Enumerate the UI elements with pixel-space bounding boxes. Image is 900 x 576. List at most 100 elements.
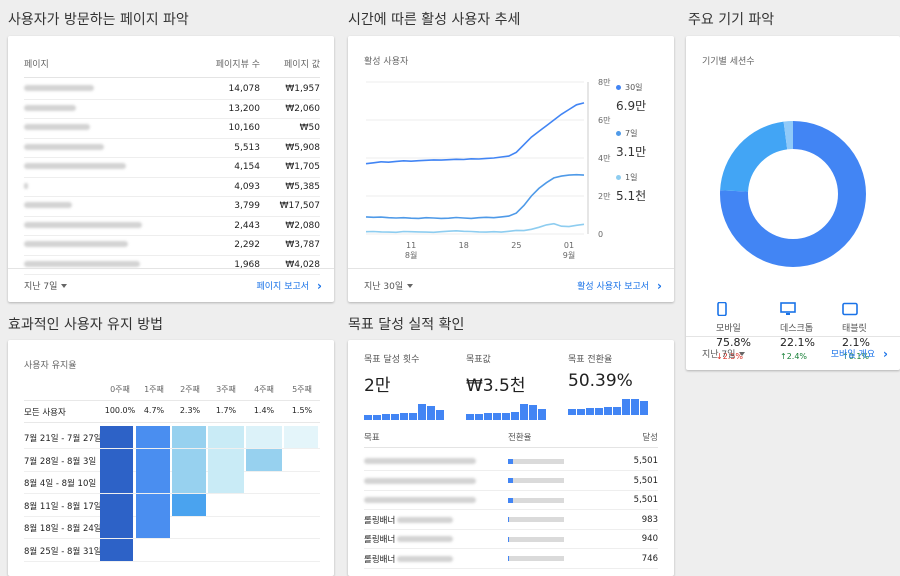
- sparkline-bars: [568, 397, 648, 415]
- retention-cell[interactable]: [136, 516, 170, 538]
- legend-dot: [616, 131, 621, 136]
- retention-cell[interactable]: [208, 448, 244, 471]
- retention-cell[interactable]: [172, 426, 206, 448]
- table-row[interactable]: 2,443 ₩2,080: [24, 217, 320, 236]
- retention-cell[interactable]: [136, 471, 170, 493]
- goal-metric[interactable]: 목표값 ₩3.5천: [466, 352, 546, 420]
- report-link-label: 활성 사용자 보고서: [577, 282, 650, 292]
- x-tick-label: 18: [459, 241, 469, 250]
- conversion-cell: [508, 458, 618, 464]
- goal-row[interactable]: 5,501: [364, 472, 658, 491]
- active-users-report-link[interactable]: 활성 사용자 보고서 ›: [577, 279, 662, 293]
- conversion-bar: [508, 497, 564, 503]
- retention-card: 사용자 유지율 0주째 1주째 2주째 3주째 4주째 5주째 모든 사용자 100.0% 4.…: [8, 340, 334, 576]
- table-row[interactable]: 4,093 ₩5,385: [24, 178, 320, 197]
- legend-item: 7일 3.1만: [616, 128, 646, 160]
- conversion-fill: [508, 536, 510, 542]
- page-views: 13,200: [228, 103, 261, 114]
- week-header: 1주째: [144, 385, 164, 394]
- page-value: ₩50: [299, 123, 320, 134]
- chevron-right-icon: ›: [317, 278, 322, 293]
- spark-bar: [640, 401, 648, 415]
- table-row[interactable]: 1,968 ₩4,028: [24, 256, 320, 275]
- retention-cell[interactable]: [136, 426, 170, 448]
- week-header: 2주째: [180, 385, 200, 394]
- spark-bar: [373, 415, 381, 420]
- goal-metric[interactable]: 목표 달성 횟수 2만: [364, 352, 444, 420]
- page-views: 14,078: [228, 84, 261, 95]
- page-value: ₩2,060: [285, 103, 320, 114]
- retention-cell[interactable]: [136, 448, 170, 471]
- table-row[interactable]: 2,292 ₩3,787: [24, 236, 320, 256]
- retention-cell[interactable]: [172, 471, 206, 493]
- retention-cell[interactable]: [208, 426, 244, 448]
- spark-bar: [409, 413, 417, 420]
- spark-bar: [622, 399, 630, 415]
- goal-name-redacted: [397, 516, 454, 523]
- device-change: ↓2.5%: [716, 352, 744, 361]
- retention-cell[interactable]: [246, 448, 282, 471]
- conversion-fill: [508, 517, 510, 522]
- table-row[interactable]: 3,799 ₩17,507: [24, 197, 320, 217]
- page-path-redacted[interactable]: [24, 143, 198, 153]
- table-row[interactable]: 13,200 ₩2,060: [24, 100, 320, 119]
- retention-cell[interactable]: [100, 493, 133, 516]
- chevron-down-icon: [61, 283, 68, 288]
- page-path-redacted[interactable]: [24, 84, 198, 94]
- date-range-dropdown[interactable]: 지난 30일: [364, 279, 414, 292]
- device-name: 데스크톱: [780, 324, 814, 334]
- page-value: ₩2,080: [285, 220, 320, 231]
- goal-row[interactable]: 5,501: [364, 491, 658, 510]
- page-path-redacted[interactable]: [24, 201, 198, 211]
- spark-bar: [493, 413, 501, 420]
- retention-cell[interactable]: [100, 471, 133, 493]
- legend-name: 1일: [616, 172, 646, 183]
- page-value: ₩17,507: [279, 201, 320, 212]
- table-row[interactable]: 4,154 ₩1,705: [24, 158, 320, 178]
- goal-row[interactable]: 5,501: [364, 452, 658, 471]
- conversion-cell: [508, 517, 618, 522]
- retention-cell[interactable]: [208, 471, 244, 493]
- retention-cell[interactable]: [284, 426, 318, 448]
- sparkline-bars: [466, 402, 546, 420]
- page-path-redacted[interactable]: [24, 240, 198, 250]
- retention-cell[interactable]: [246, 426, 282, 448]
- table-row[interactable]: 5,513 ₩5,908: [24, 139, 320, 158]
- goal-prefix: 롤링배너: [364, 554, 396, 565]
- date-range-dropdown[interactable]: 지난 7일: [702, 347, 746, 360]
- retention-cell[interactable]: [100, 538, 133, 561]
- page-path-redacted[interactable]: [24, 182, 198, 192]
- page-path-redacted[interactable]: [24, 260, 198, 270]
- pages-report-link[interactable]: 페이지 보고서 ›: [257, 279, 323, 293]
- goal-row[interactable]: 롤링배너 940: [364, 530, 658, 549]
- retention-cell[interactable]: [100, 448, 133, 471]
- retention-cell[interactable]: [100, 516, 133, 538]
- table-row[interactable]: 10,160 ₩50: [24, 119, 320, 139]
- page-value: ₩5,385: [285, 181, 320, 192]
- spark-bar: [427, 406, 435, 420]
- week-header: 5주째: [292, 385, 312, 394]
- date-range-dropdown[interactable]: 지난 7일: [24, 279, 68, 292]
- x-tick-label: 25: [511, 241, 521, 250]
- page-path-redacted[interactable]: [24, 104, 198, 114]
- page-path-redacted[interactable]: [24, 162, 198, 172]
- date-range-label: 지난 7일: [702, 350, 736, 360]
- retention-cell[interactable]: [100, 426, 133, 448]
- retention-cell[interactable]: [172, 493, 206, 516]
- retention-cell[interactable]: [136, 493, 170, 516]
- cohort-label: 7월 28일 - 8월 3일: [24, 456, 97, 467]
- retention-cell[interactable]: [172, 448, 206, 471]
- tablet-slice[interactable]: [720, 121, 866, 267]
- goal-count: 746: [641, 553, 658, 564]
- mobile-overview-link[interactable]: 모바일 개요 ›: [831, 347, 888, 361]
- page-path-redacted[interactable]: [24, 221, 198, 231]
- goal-row[interactable]: 롤링배너 983: [364, 511, 658, 530]
- legend-name: 30일: [616, 82, 646, 93]
- table-row[interactable]: 14,078 ₩1,957: [24, 80, 320, 100]
- goal-metric[interactable]: 목표 전환율 50.39%: [568, 352, 648, 415]
- goal-row[interactable]: 롤링배너 746: [364, 550, 658, 569]
- page-path-redacted[interactable]: [24, 123, 198, 133]
- all-users-value: 100.0%: [104, 406, 136, 415]
- device-pct: 22.1%: [780, 336, 815, 349]
- spark-bar: [604, 407, 612, 415]
